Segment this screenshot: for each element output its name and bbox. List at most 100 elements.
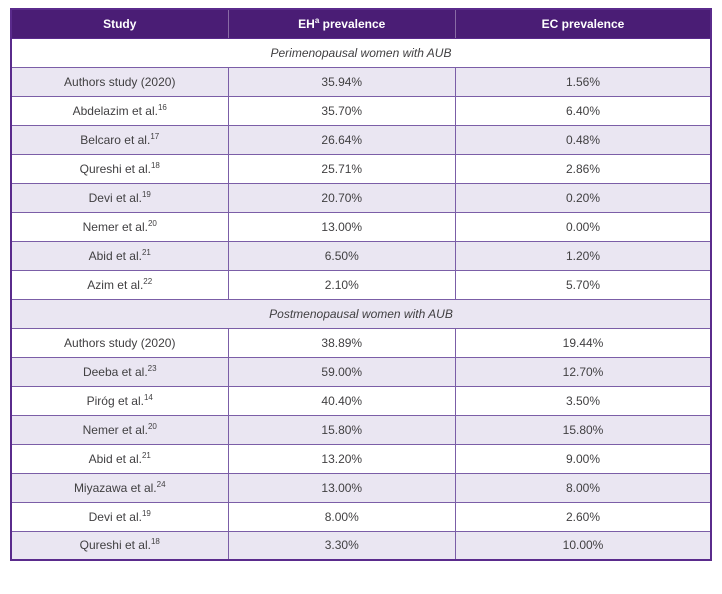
table-row: Abid et al.21 13.20% 9.00%: [10, 443, 712, 474]
table-row: Qureshi et al.18 3.30% 10.00%: [10, 530, 712, 561]
reference-superscript: 24: [156, 479, 166, 489]
study-cell: Nemer et al.20: [10, 414, 229, 445]
eh-prevalence-cell: 13.00%: [227, 211, 456, 242]
eh-prevalence-cell: 26.64%: [227, 124, 456, 155]
study-name: Deeba et al.: [82, 364, 148, 379]
table-row: Abdelazim et al.16 35.70% 6.40%: [10, 95, 712, 126]
study-cell: Authors study (2020): [10, 66, 229, 97]
table-row: Piróg et al.14 40.40% 3.50%: [10, 385, 712, 416]
study-name: Belcaro et al.: [80, 132, 151, 147]
study-name: Devi et al.: [88, 190, 142, 205]
ec-prevalence-cell: 2.86%: [455, 153, 712, 184]
prevalence-table: Study EHa prevalence EC prevalence Perim…: [10, 8, 712, 561]
eh-label: EH: [298, 16, 315, 31]
reference-superscript: 21: [141, 450, 151, 460]
reference-superscript: 19: [141, 508, 151, 518]
ec-prevalence-cell: 0.00%: [455, 211, 712, 242]
ec-prevalence-cell: 5.70%: [455, 269, 712, 300]
study-name: Authors study (2020): [64, 335, 176, 350]
table-row: Authors study (2020) 38.89% 19.44%: [10, 327, 712, 358]
reference-superscript: 16: [157, 102, 167, 112]
study-name: Devi et al.: [88, 509, 142, 524]
table-header: Study EHa prevalence EC prevalence: [11, 9, 711, 39]
ec-prevalence-cell: 19.44%: [455, 327, 712, 358]
ec-prevalence-cell: 15.80%: [455, 414, 712, 445]
study-name: Abdelazim et al.: [72, 103, 158, 118]
section-title: Postmenopausal women with AUB: [11, 298, 711, 329]
eh-prevalence-cell: 20.70%: [227, 182, 456, 213]
eh-prevalence-cell: 35.70%: [227, 95, 456, 126]
table-row: Devi et al.19 20.70% 0.20%: [10, 182, 712, 213]
table-row: Azim et al.22 2.10% 5.70%: [10, 269, 712, 300]
study-name: Qureshi et al.: [79, 538, 151, 553]
study-name: Qureshi et al.: [79, 161, 151, 176]
eh-prevalence-cell: 13.20%: [227, 443, 456, 474]
reference-superscript: 21: [141, 247, 151, 257]
study-cell: Qureshi et al.18: [10, 153, 229, 184]
ec-prevalence-cell: 6.40%: [455, 95, 712, 126]
ec-prevalence-cell: 2.60%: [455, 501, 712, 532]
ec-prevalence-cell: 1.20%: [455, 240, 712, 271]
eh-prevalence-cell: 2.10%: [227, 269, 456, 300]
ec-prevalence-cell: 1.56%: [455, 66, 712, 97]
study-cell: Deeba et al.23: [10, 356, 229, 387]
eh-label-rest: prevalence: [319, 16, 386, 31]
eh-prevalence-cell: 13.00%: [227, 472, 456, 503]
eh-prevalence-cell: 25.71%: [227, 153, 456, 184]
study-cell: Devi et al.19: [10, 182, 229, 213]
eh-prevalence-cell: 8.00%: [227, 501, 456, 532]
study-name: Miyazawa et al.: [73, 480, 157, 495]
eh-footnote-superscript: a: [314, 15, 320, 25]
study-cell: Devi et al.19: [10, 501, 229, 532]
eh-prevalence-cell: 38.89%: [227, 327, 456, 358]
table-row: Abid et al.21 6.50% 1.20%: [10, 240, 712, 271]
study-cell: Piróg et al.14: [10, 385, 229, 416]
reference-superscript: 18: [150, 160, 160, 170]
reference-superscript: 14: [143, 392, 153, 402]
eh-prevalence-cell: 6.50%: [227, 240, 456, 271]
study-cell: Qureshi et al.18: [10, 530, 229, 561]
study-name: Abid et al.: [88, 248, 142, 263]
eh-prevalence-cell: 3.30%: [227, 530, 456, 561]
column-header-study-label: Study: [103, 16, 137, 31]
reference-superscript: 19: [141, 189, 151, 199]
table-row: Belcaro et al.17 26.64% 0.48%: [10, 124, 712, 155]
table-row: Nemer et al.20 15.80% 15.80%: [10, 414, 712, 445]
study-name: Nemer et al.: [82, 422, 148, 437]
study-cell: Azim et al.22: [10, 269, 229, 300]
ec-prevalence-cell: 8.00%: [455, 472, 712, 503]
study-cell: Abid et al.21: [10, 443, 229, 474]
column-header-study: Study: [11, 9, 228, 39]
study-name: Piróg et al.: [86, 393, 144, 408]
section-row: Postmenopausal women with AUB: [11, 298, 711, 329]
section-title: Perimenopausal women with AUB: [11, 37, 711, 68]
table-row: Qureshi et al.18 25.71% 2.86%: [10, 153, 712, 184]
ec-prevalence-cell: 9.00%: [455, 443, 712, 474]
table-row: Authors study (2020) 35.94% 1.56%: [10, 66, 712, 97]
reference-superscript: 23: [147, 363, 157, 373]
ec-prevalence-cell: 3.50%: [455, 385, 712, 416]
table-row: Deeba et al.23 59.00% 12.70%: [10, 356, 712, 387]
table-body: Perimenopausal women with AUB Authors stu…: [10, 37, 712, 561]
section-row: Perimenopausal women with AUB: [11, 37, 711, 68]
reference-superscript: 20: [147, 218, 157, 228]
header-row: Study EHa prevalence EC prevalence: [11, 9, 711, 39]
table-row: Devi et al.19 8.00% 2.60%: [10, 501, 712, 532]
study-cell: Nemer et al.20: [10, 211, 229, 242]
ec-prevalence-cell: 0.20%: [455, 182, 712, 213]
reference-superscript: 20: [147, 421, 157, 431]
study-name: Authors study (2020): [64, 74, 176, 89]
eh-prevalence-cell: 59.00%: [227, 356, 456, 387]
reference-superscript: 17: [150, 131, 160, 141]
ec-prevalence-cell: 0.48%: [455, 124, 712, 155]
study-cell: Abdelazim et al.16: [10, 95, 229, 126]
reference-superscript: 18: [150, 537, 160, 547]
study-name: Azim et al.: [87, 277, 144, 292]
study-cell: Belcaro et al.17: [10, 124, 229, 155]
ec-prevalence-cell: 10.00%: [455, 530, 712, 561]
eh-prevalence-cell: 35.94%: [227, 66, 456, 97]
study-name: Abid et al.: [88, 451, 142, 466]
eh-prevalence-cell: 15.80%: [227, 414, 456, 445]
column-header-ec-label: EC prevalence: [541, 16, 625, 31]
